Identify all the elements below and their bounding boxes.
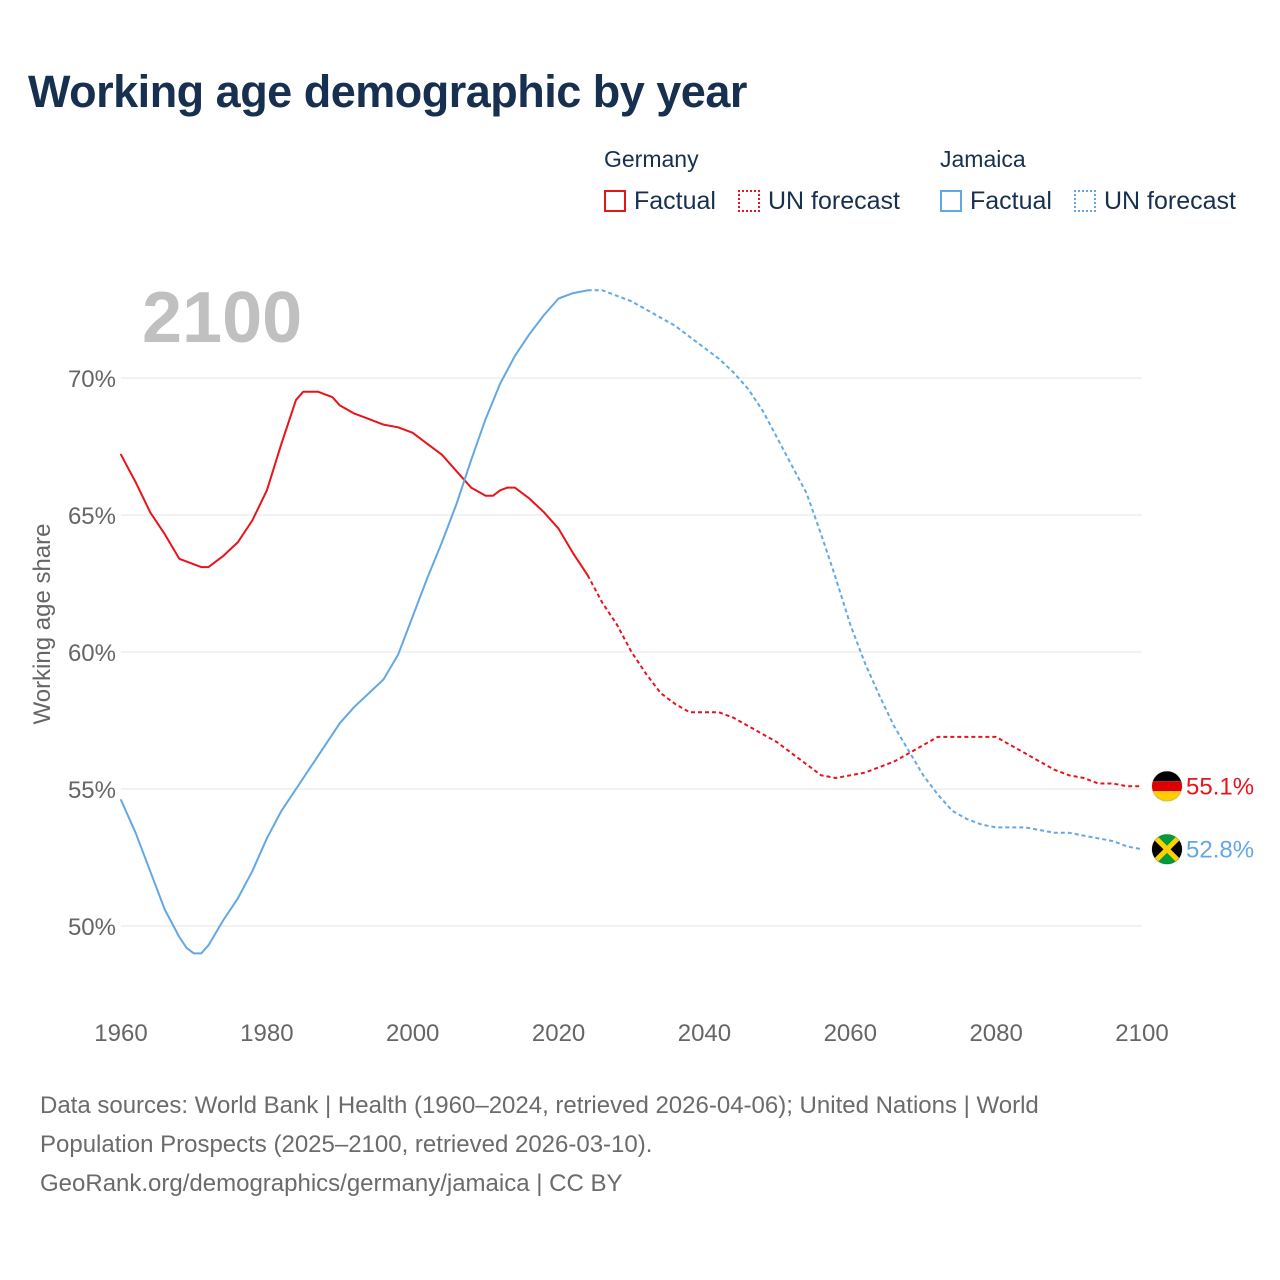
legend-germany-factual[interactable]: Factual bbox=[604, 186, 716, 216]
legend-swatch-germany-factual bbox=[604, 190, 626, 212]
x-tick-label: 2100 bbox=[1115, 1020, 1168, 1047]
x-tick-label: 2040 bbox=[678, 1020, 731, 1047]
end-markers: 55.1% 52.8% bbox=[1151, 770, 1254, 865]
legend-germany-forecast[interactable]: UN forecast bbox=[738, 186, 900, 216]
y-axis-ticks: 50% 55% 60% 65% 70% bbox=[68, 366, 116, 941]
legend-swatch-jamaica-factual bbox=[940, 190, 962, 212]
y-tick-label: 55% bbox=[68, 777, 116, 804]
legend-label: Factual bbox=[634, 186, 716, 215]
x-tick-label: 2080 bbox=[969, 1020, 1022, 1047]
series-lines bbox=[120, 289, 1143, 955]
y-tick-label: 70% bbox=[68, 366, 116, 393]
legend-label: UN forecast bbox=[1104, 186, 1236, 215]
footer-line: Population Prospects (2025–2100, retriev… bbox=[40, 1131, 653, 1158]
footer-line: GeoRank.org/demographics/germany/jamaica… bbox=[40, 1170, 623, 1197]
x-tick-label: 1980 bbox=[240, 1020, 293, 1047]
y-tick-label: 60% bbox=[68, 640, 116, 667]
x-tick-label: 2020 bbox=[532, 1020, 585, 1047]
series-line-germany-forecast[interactable] bbox=[586, 574, 1142, 788]
jamaica-flag bbox=[1151, 833, 1183, 865]
footer-sources: Data sources: World Bank | Health (1960–… bbox=[40, 1086, 1220, 1203]
x-tick-label: 2000 bbox=[386, 1020, 439, 1047]
series-line-jamaica-factual[interactable] bbox=[120, 289, 589, 955]
end-value-label-jamaica: 52.8% bbox=[1186, 836, 1254, 863]
legend-jamaica-forecast[interactable]: UN forecast bbox=[1074, 186, 1236, 216]
x-axis-ticks: 1960 1980 2000 2020 2040 2060 2080 2100 bbox=[94, 1020, 1168, 1047]
y-axis-label: Working age share bbox=[29, 524, 56, 725]
series-line-germany-factual[interactable] bbox=[120, 390, 589, 577]
x-tick-label: 2060 bbox=[824, 1020, 877, 1047]
y-tick-label: 65% bbox=[68, 503, 116, 530]
legend-jamaica-factual[interactable]: Factual bbox=[940, 186, 1052, 216]
footer-line: Data sources: World Bank | Health (1960–… bbox=[40, 1092, 1039, 1119]
x-tick-label: 1960 bbox=[94, 1020, 147, 1047]
legend-swatch-germany-forecast bbox=[738, 190, 760, 212]
y-tick-label: 50% bbox=[68, 914, 116, 941]
year-watermark: 2100 bbox=[142, 278, 302, 358]
series-line-jamaica-forecast[interactable] bbox=[587, 289, 1143, 851]
legend-swatch-jamaica-forecast bbox=[1074, 190, 1096, 212]
germany-flag bbox=[1151, 770, 1183, 802]
chart-title: Working age demographic by year bbox=[28, 66, 747, 117]
grid-lines bbox=[121, 377, 1142, 927]
end-value-label-germany: 55.1% bbox=[1186, 773, 1254, 800]
legend-group-germany: Germany bbox=[604, 146, 699, 172]
legend-group-jamaica: Jamaica bbox=[940, 146, 1026, 172]
legend-label: Factual bbox=[970, 186, 1052, 215]
legend-label: UN forecast bbox=[768, 186, 900, 215]
line-chart: 2100 50% 55% 60% 65% 70% 1960 1980 2000 2020 204… bbox=[29, 278, 1254, 1047]
